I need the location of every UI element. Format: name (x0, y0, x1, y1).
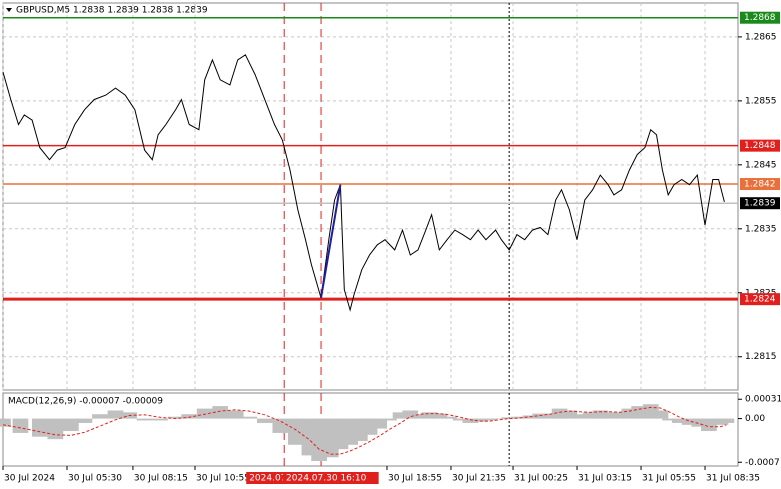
macd-bar (167, 416, 184, 419)
vline-label-box (246, 472, 292, 484)
macd-bar (441, 416, 457, 419)
macd-bar (671, 418, 688, 423)
macd-bar (718, 418, 735, 423)
level-label-box (740, 293, 780, 306)
x-tick-label: 31 Jul 03:15 (578, 474, 632, 484)
price-line (320, 184, 342, 299)
y-tick-label: 1.2835 (745, 224, 777, 234)
y-tick-label: 1.2845 (745, 160, 777, 170)
macd-signal (2, 406, 727, 455)
macd-bar (611, 412, 628, 419)
vline-label-box (283, 472, 379, 484)
macd-bar (92, 414, 108, 419)
macd-bar (196, 408, 213, 419)
macd-bar (256, 418, 273, 423)
vline-label: 2024.07.30 16:10 (286, 474, 367, 484)
macd-bar (551, 408, 568, 419)
macd-bar (392, 412, 409, 419)
macd-bar (431, 413, 448, 419)
x-tick-label: 30 Jul 21:35 (452, 474, 506, 484)
macd-bar (621, 408, 638, 419)
macd-bar (662, 418, 678, 421)
macd-bar (452, 418, 469, 421)
price-panel (2, 2, 739, 391)
macd-bar (582, 412, 599, 419)
x-tick-label: 31 Jul 08:35 (706, 474, 760, 484)
macd-bar (272, 418, 289, 433)
macd-bar (491, 418, 508, 420)
macd-bar (76, 418, 93, 423)
macd-bar (381, 418, 397, 421)
level-label: 1.2848 (744, 141, 776, 151)
macd-y-tick-label: 0.00 (745, 414, 765, 424)
x-tick-label: 30 Jul 2024 (4, 474, 55, 484)
macd-bar (592, 410, 609, 419)
macd-bar (501, 417, 518, 419)
macd-bar (402, 410, 419, 419)
macd-bar (107, 410, 124, 419)
collapse-icon[interactable] (6, 8, 12, 12)
vline-label: 2024.07 (249, 474, 286, 484)
x-tick-label: 30 Jul 05:30 (68, 474, 122, 484)
macd-title: MACD(12,26,9) -0.00007 -0.00009 (8, 397, 163, 407)
x-tick-label: 31 Jul 05:55 (642, 474, 696, 484)
macd-bar (421, 412, 438, 419)
level-label: 1.2824 (744, 295, 776, 305)
macd-bar (12, 418, 29, 433)
macd-bar (681, 418, 698, 425)
price-line (2, 54, 725, 312)
macd-bar (227, 410, 244, 419)
macd-bar (472, 418, 488, 422)
macd-bar (31, 418, 48, 437)
macd-bar (136, 418, 153, 421)
level-label: 1.2842 (744, 180, 776, 190)
macd-bar (602, 412, 618, 419)
macd-bar (152, 418, 168, 421)
macd-bar (532, 413, 549, 419)
level-label: 1.2868 (744, 13, 776, 23)
y-tick-label: 1.2815 (745, 352, 777, 362)
level-label-box (740, 197, 780, 210)
macd-bar (561, 410, 578, 419)
macd-panel (2, 392, 739, 467)
macd-bar (63, 418, 79, 432)
level-label-box (740, 139, 780, 152)
x-tick-label: 30 Jul 08:15 (134, 474, 188, 484)
macd-bar (181, 414, 198, 419)
x-tick-label: 30 Jul 18:55 (388, 474, 442, 484)
macd-bar (212, 406, 229, 419)
macd-bar (652, 410, 669, 419)
macd-bar (371, 418, 388, 429)
macd-bar (47, 418, 64, 440)
macd-bar (412, 414, 428, 419)
level-label: 1.2839 (744, 199, 776, 209)
x-tick-label: 30 Jul 10:55 (196, 474, 250, 484)
macd-y-tick-label: 0.00031 (745, 395, 781, 405)
macd-bar (691, 418, 708, 427)
y-tick-label: 1.2865 (745, 32, 777, 42)
macd-bar (287, 418, 304, 445)
macd-bar (241, 416, 258, 419)
macd-bar (542, 413, 558, 419)
macd-bar (481, 418, 498, 421)
level-label-box (740, 178, 780, 191)
macd-bar (571, 414, 587, 419)
macd-bar (511, 416, 527, 419)
macd-bar (0, 418, 11, 427)
macd-bar (462, 418, 479, 423)
macd-y-tick-label: -0.0007 (745, 458, 780, 468)
level-label-box (740, 11, 780, 24)
y-tick-label: 1.2855 (745, 96, 777, 106)
chart-title: GBPUSD,M5 1.2838 1.2839 1.2838 1.2839 (16, 6, 208, 16)
x-tick-label: 31 Jul 00:25 (514, 474, 568, 484)
